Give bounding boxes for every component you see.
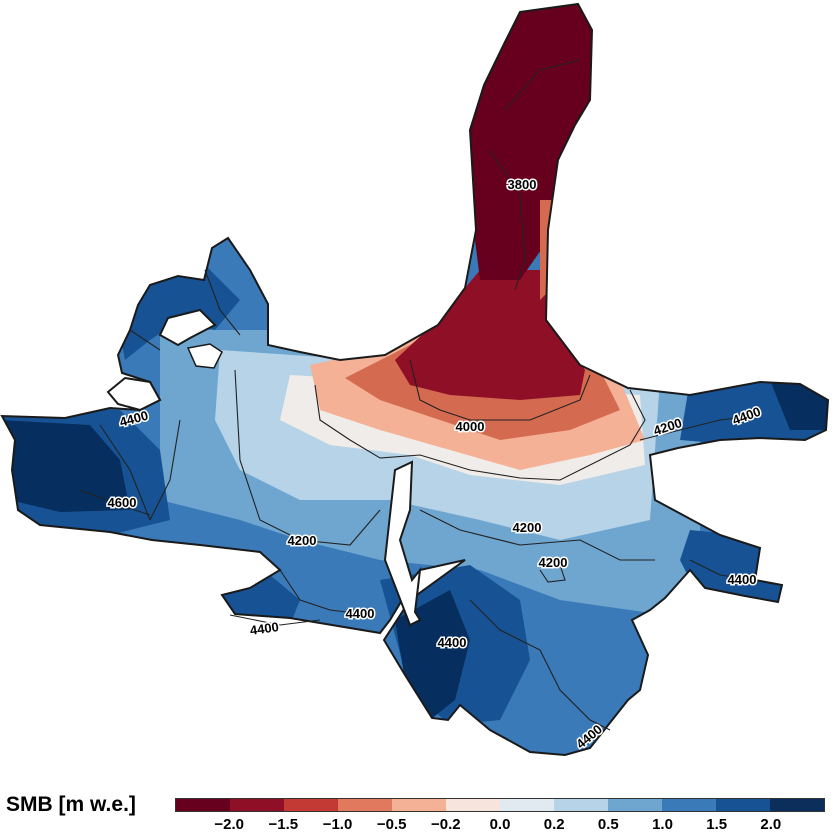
smb-zone-west-darkest	[2, 420, 130, 512]
contour-label: 4600	[108, 495, 137, 510]
glacier-outline	[0, 2, 830, 757]
colorbar-tick-label: 0.0	[489, 816, 511, 833]
legend-title: SMB [m w.e.]	[6, 793, 136, 816]
contour-line	[489, 59, 581, 291]
colorbar-tick-label: 0.5	[597, 816, 619, 833]
nunatak-west	[106, 376, 162, 412]
colorbar-tick-label: 1.0	[652, 816, 673, 833]
colorbar-swatch	[500, 799, 554, 811]
contour-line	[419, 509, 655, 561]
contour-line	[79, 489, 151, 516]
nunatak-small	[186, 343, 223, 369]
colorbar-legend: SMB [m w.e.] −2.0 −1.5 −1.0 −0.5 −0.2 0.0 0.2 0…	[0, 790, 835, 839]
smb-zone-tongue	[460, 4, 600, 280]
contour-line	[99, 424, 151, 521]
contour-label: 4400	[346, 606, 375, 621]
contour-label: 4400	[249, 619, 280, 638]
colorbar-tick-label: 0.2	[543, 816, 565, 833]
colorbar-swatch	[446, 799, 500, 811]
contour-label: 4000	[456, 419, 485, 434]
contour-line	[469, 599, 611, 731]
contour-line	[409, 359, 591, 421]
colorbar-tick-label: −1.5	[268, 816, 299, 833]
colorbar-swatch	[392, 799, 446, 811]
colorbar-swatch	[608, 799, 662, 811]
contour-label: 4400	[728, 572, 757, 587]
colorbar-tick-label: 1.5	[706, 816, 728, 833]
colorbar-swatch	[662, 799, 716, 811]
colorbar-tick-label: 2.0	[760, 816, 782, 833]
contour-label: 4400	[438, 635, 467, 650]
contour-lines	[79, 59, 761, 731]
contour-label: 3800	[508, 177, 537, 192]
contour-line	[689, 559, 756, 581]
colorbar-swatch	[716, 799, 770, 811]
contour-line	[279, 569, 371, 616]
contour-line	[639, 414, 761, 441]
colorbar-swatch	[770, 799, 824, 811]
colorbar-swatch	[230, 799, 284, 811]
contour-line	[129, 269, 241, 351]
contour-line	[539, 559, 566, 583]
contour-line	[229, 614, 321, 626]
colorbar-tick-label: −0.2	[431, 816, 461, 833]
contour-line	[234, 369, 381, 546]
smb-zone-tongue-mid	[395, 270, 585, 400]
contour-label: 4200	[539, 555, 568, 570]
smb-zone-southeast-deep	[680, 530, 790, 610]
colorbar-swatch	[554, 799, 608, 811]
contour-label: 4200	[288, 533, 317, 548]
colorbar-ticks: −2.0 −1.5 −1.0 −0.5 −0.2 0.0 0.2 0.5 1.0 1.5 2.0	[175, 816, 825, 838]
colorbar-swatch	[176, 799, 230, 811]
glacier-smb-map: 3800 4000 4200 4200 4200 4200 4400 4400 …	[0, 2, 830, 757]
contour-line	[149, 419, 181, 521]
colorbar-swatch	[338, 799, 392, 811]
colorbar-tick-label: −0.5	[376, 816, 407, 833]
colorbar-tick-label: −1.0	[322, 816, 353, 833]
contour-line	[314, 384, 646, 481]
colorbar-swatch	[284, 799, 338, 811]
nunatak-northwest	[158, 308, 217, 347]
nunatak-central	[383, 460, 422, 627]
colorbar-tick-label: −2.0	[214, 816, 244, 833]
colorbar	[175, 798, 825, 812]
contour-label: 4200	[513, 520, 542, 535]
